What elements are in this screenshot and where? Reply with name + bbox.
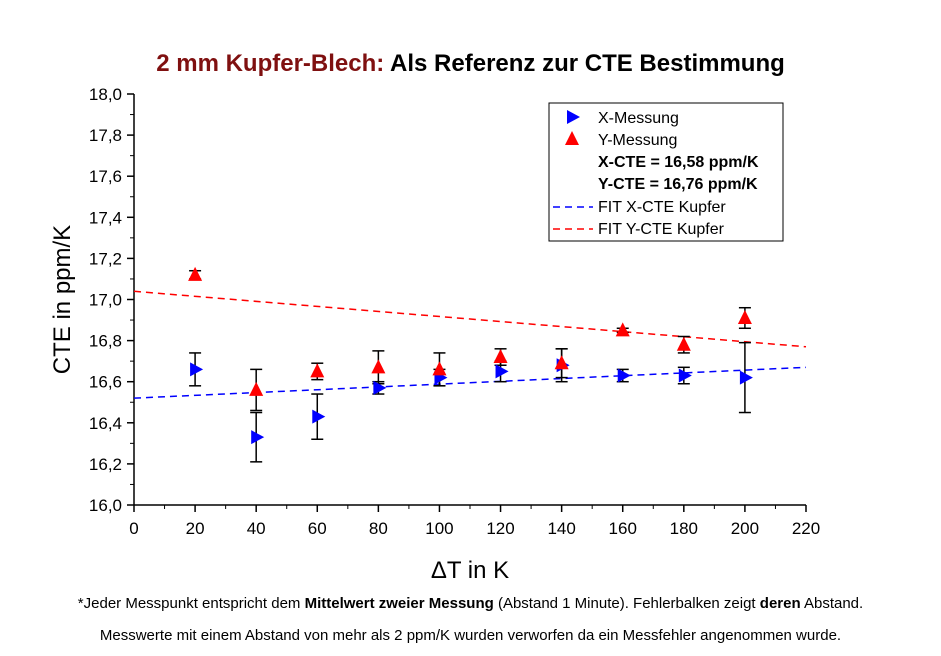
x-tick-label: 120 [486, 519, 514, 538]
x-messung-point [678, 368, 692, 383]
x-tick-label: 60 [308, 519, 327, 538]
x-tick-label: 140 [547, 519, 575, 538]
y-messung-point [615, 322, 630, 337]
y-axis-label: CTE in ppm/K [49, 225, 76, 374]
y-tick-label: 16,4 [89, 414, 122, 433]
x-tick-label: 80 [369, 519, 388, 538]
y-tick-label: 16,6 [89, 373, 122, 392]
legend-box [548, 102, 784, 242]
y-messung-point [188, 266, 203, 281]
footnote-mean-explanation: *Jeder Messpunkt entspricht dem Mittelwe… [0, 595, 941, 612]
legend-y-cte-value: Y-CTE = 16,76 ppm/K [598, 176, 758, 193]
y-tick-label: 17,6 [89, 167, 122, 186]
fit-line-0 [133, 366, 807, 399]
x-tick-label: 0 [129, 519, 138, 538]
x-tick-label: 220 [792, 519, 820, 538]
y-tick-label: 16,8 [89, 332, 122, 351]
chart-title: 2 mm Kupfer-Blech: Als Referenz zur CTE … [0, 50, 941, 78]
legend-y-messung-label: Y-Messung [598, 132, 677, 149]
y-tick-label: 16,2 [89, 455, 122, 474]
chart-title-highlight: 2 mm Kupfer-Blech: [156, 50, 385, 77]
y-tick-label: 18,0 [89, 85, 122, 104]
x-tick-label: 100 [425, 519, 453, 538]
x-tick-label: 40 [247, 519, 266, 538]
x-messung-point [495, 364, 509, 379]
y-messung-point [676, 336, 691, 351]
x-messung-point [251, 430, 265, 445]
y-messung-point [432, 361, 447, 376]
footnote1-text-d: deren [759, 595, 801, 612]
y-messung-point [310, 363, 325, 378]
legend-fit-y-label: FIT Y-CTE Kupfer [598, 221, 725, 238]
y-tick-label: 17,4 [89, 208, 122, 227]
y-tick-label: 17,2 [89, 249, 122, 268]
x-messung-point [617, 368, 631, 383]
footnote1-text-a: *Jeder Messpunkt entspricht dem [77, 595, 305, 612]
x-messung-point [312, 409, 326, 424]
x-messung-point [373, 380, 387, 395]
legend-y-messung-marker [565, 131, 579, 145]
y-messung-point [249, 381, 264, 396]
y-tick-label: 17,0 [89, 291, 122, 310]
y-messung-point [737, 309, 752, 324]
x-messung-point [739, 370, 753, 385]
x-tick-label: 160 [609, 519, 637, 538]
legend-x-messung-label: X-Messung [598, 110, 679, 127]
legend-x-cte-value: X-CTE = 16,58 ppm/K [598, 154, 759, 171]
footnote1-text-e: Abstand. [800, 595, 864, 612]
footnote1-text-b: Mittelwert zweier Messung [304, 595, 494, 612]
x-tick-label: 200 [731, 519, 759, 538]
footnote-discard-rule: Messwerte mit einem Abstand von mehr als… [99, 627, 842, 644]
x-messung-point [190, 362, 204, 377]
y-messung-point [493, 349, 508, 364]
fit-line-1 [133, 290, 807, 348]
y-messung-point [554, 355, 569, 370]
footnote1-text-c: (Abstand 1 Minute). Fehlerbalken zeigt [493, 595, 760, 612]
legend-fit-x-label: FIT X-CTE Kupfer [598, 199, 726, 216]
x-tick-label: 180 [670, 519, 698, 538]
x-axis-label: ΔT in K [431, 557, 509, 584]
legend-x-messung-marker [567, 110, 580, 124]
y-tick-label: 17,8 [89, 126, 122, 145]
y-tick-label: 16,0 [89, 496, 122, 515]
x-tick-label: 20 [186, 519, 205, 538]
cte-scatter-chart: 0 20 40 60 80 100 120 140 160 180 200 220 16,0 16,2 16… [49, 85, 820, 584]
y-messung-point [371, 359, 386, 374]
chart-title-rest: Als Referenz zur CTE Bestimmung [384, 50, 785, 77]
